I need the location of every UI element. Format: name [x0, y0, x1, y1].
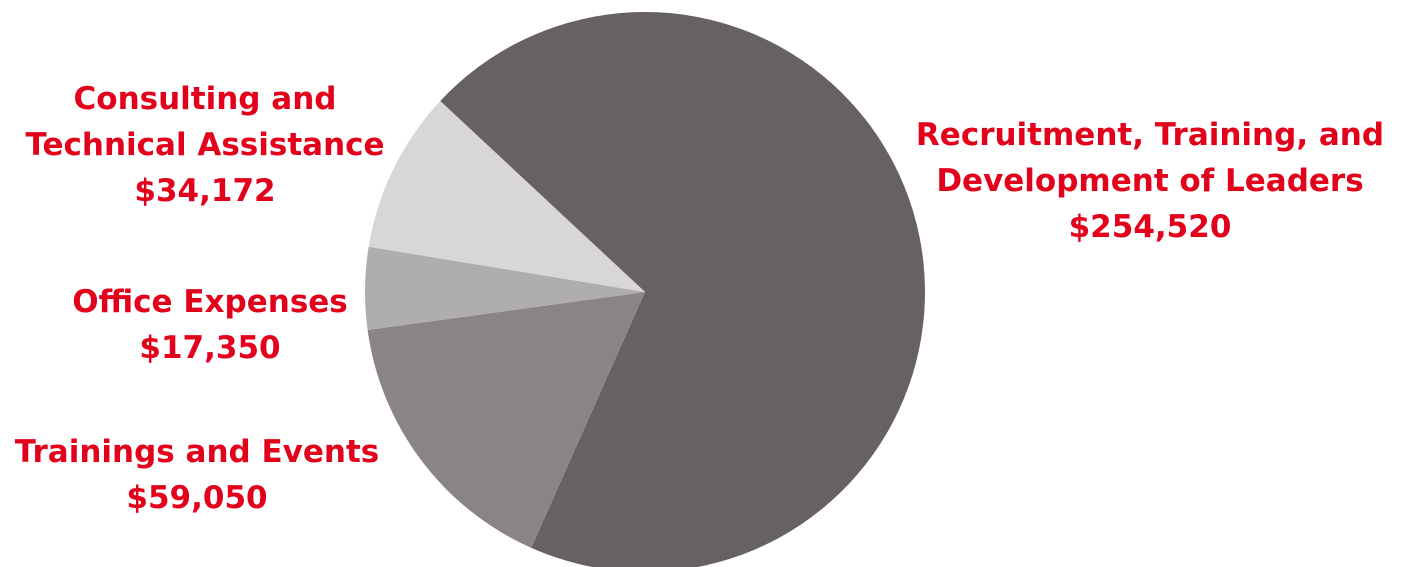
- label-office-expenses: Office Expenses $17,350: [72, 279, 348, 371]
- label-consulting-line1: Consulting and: [25, 76, 384, 122]
- value-trainings: $59,050: [15, 475, 380, 521]
- label-recruitment-training: Recruitment, Training, and Development o…: [916, 112, 1384, 250]
- label-trainings-line1: Trainings and Events: [15, 429, 380, 475]
- value-recruitment: $254,520: [916, 204, 1384, 250]
- label-recruitment-line1: Recruitment, Training, and: [916, 112, 1384, 158]
- label-consulting: Consulting and Technical Assistance $34,…: [25, 76, 384, 214]
- value-office: $17,350: [72, 325, 348, 371]
- label-recruitment-line2: Development of Leaders: [916, 158, 1384, 204]
- label-trainings-events: Trainings and Events $59,050: [15, 429, 380, 521]
- value-consulting: $34,172: [25, 168, 384, 214]
- label-consulting-line2: Technical Assistance: [25, 122, 384, 168]
- label-office-line1: Office Expenses: [72, 279, 348, 325]
